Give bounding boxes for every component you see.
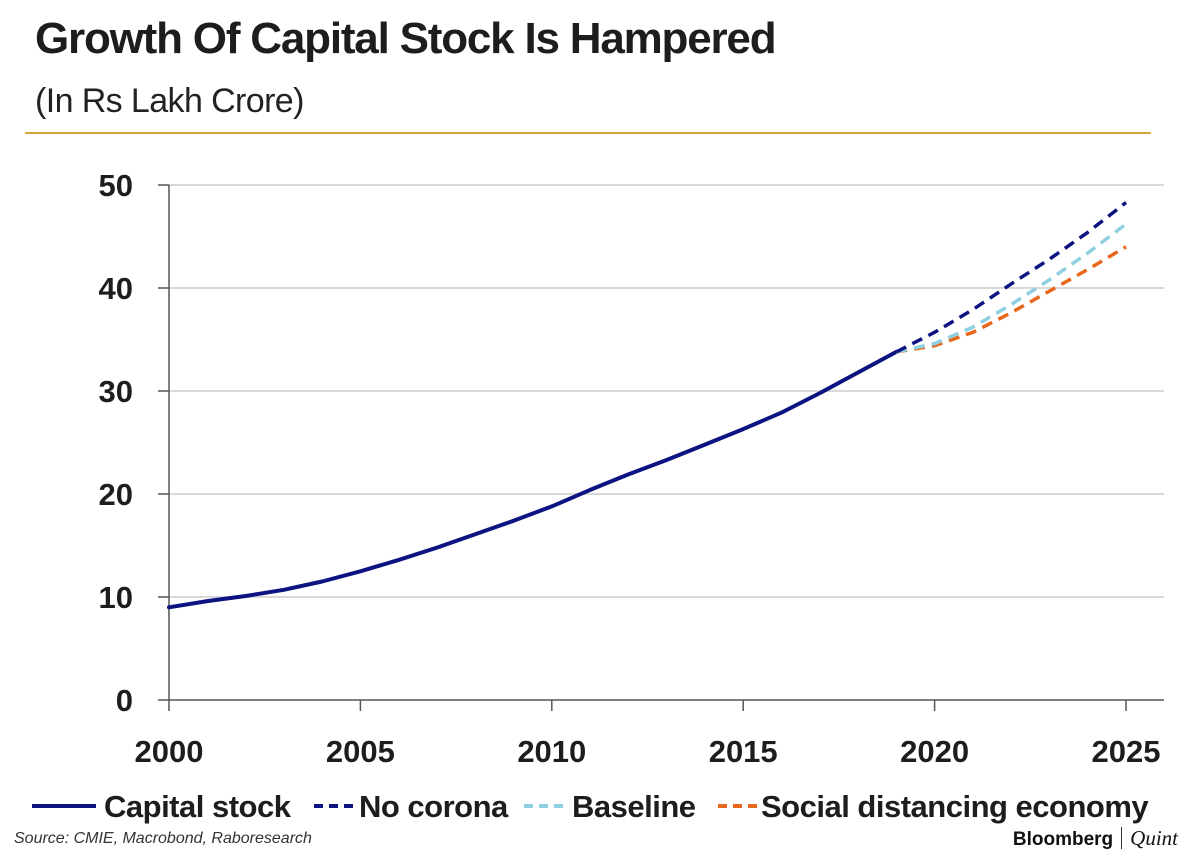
x-tick-label: 2000 bbox=[135, 734, 204, 769]
series-group bbox=[167, 201, 1128, 610]
brand-primary: Bloomberg bbox=[1012, 829, 1114, 850]
chart-subtitle: (In Rs Lakh Crore) bbox=[35, 82, 304, 120]
y-tick-label: 0 bbox=[116, 683, 133, 718]
series-line-capital-stock bbox=[167, 349, 899, 610]
axes bbox=[158, 184, 1164, 711]
x-tick-label: 2010 bbox=[517, 734, 586, 769]
series-line-no-corona bbox=[895, 201, 1128, 354]
title-divider bbox=[25, 132, 1151, 134]
y-tick-label: 40 bbox=[99, 271, 133, 306]
series-line-baseline bbox=[895, 222, 1128, 354]
legend-label: Social distancing economy bbox=[761, 789, 1149, 824]
y-tick-label: 20 bbox=[99, 477, 133, 512]
x-tick-label: 2005 bbox=[326, 734, 395, 769]
tick-labels: 0 10 20 30 40 50 2000 2005 2010 2015 2020 2025 bbox=[99, 168, 1161, 769]
gridlines bbox=[169, 184, 1164, 598]
x-tick-label: 2020 bbox=[900, 734, 969, 769]
legend-label: Baseline bbox=[572, 789, 696, 824]
source-note: Source: CMIE, Macrobond, Raboresearch bbox=[14, 830, 312, 847]
y-tick-label: 50 bbox=[99, 168, 133, 203]
brand-logo: Bloomberg Quint bbox=[1013, 826, 1178, 851]
brand-secondary: Quint bbox=[1130, 826, 1178, 850]
legend-label: No corona bbox=[359, 789, 509, 824]
x-tick-label: 2015 bbox=[709, 734, 778, 769]
x-tick-label: 2025 bbox=[1092, 734, 1161, 769]
series-line-social-distancing-economy bbox=[896, 245, 1127, 354]
legend-label: Capital stock bbox=[104, 789, 292, 824]
y-tick-label: 10 bbox=[99, 580, 133, 615]
chart-title: Growth Of Capital Stock Is Hampered bbox=[35, 14, 777, 63]
legend: Capital stock No corona Baseline Social dis… bbox=[32, 789, 1150, 824]
brand-separator bbox=[1121, 827, 1123, 849]
y-tick-label: 30 bbox=[99, 374, 133, 409]
